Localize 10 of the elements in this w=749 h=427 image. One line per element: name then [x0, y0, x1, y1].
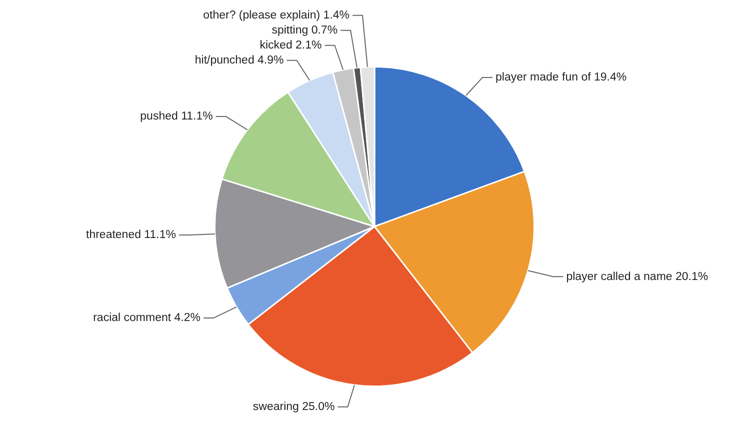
slice-label: player made fun of 19.4% [496, 72, 627, 84]
slice-label: racial comment 4.2% [93, 312, 200, 324]
slice-label: threatened 11.1% [86, 229, 176, 242]
slice-label: player called a name 20.1% [566, 270, 708, 283]
slice-label: pushed 11.1% [140, 110, 213, 123]
slice-label: swearing 25.0% [252, 400, 335, 413]
slice-label: kicked 2.1% [260, 40, 322, 52]
slice-label: other? (please explain) 1.4% [203, 10, 350, 22]
slice-label: spitting 0.7% [272, 24, 338, 37]
slice-label: hit/punched 4.9% [194, 54, 284, 67]
